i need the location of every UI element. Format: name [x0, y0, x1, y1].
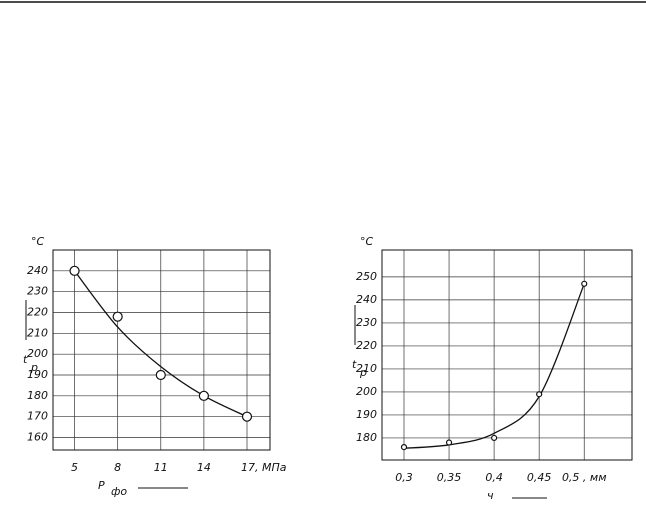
data-point	[491, 434, 498, 442]
x-tick-label: 0,5 , мм	[562, 471, 607, 484]
fit-curve	[403, 283, 585, 449]
x-tick-label: 0,3	[395, 471, 413, 484]
data-point	[581, 280, 588, 287]
data-point	[536, 391, 543, 398]
x-tick-label: 5	[71, 461, 78, 474]
data-point	[69, 265, 80, 276]
y-tick-label: 180	[356, 431, 377, 444]
y-tick-label: 190	[27, 368, 48, 381]
y-tick-label: 180	[27, 389, 48, 402]
data-point	[155, 369, 166, 381]
y-tick-label: 200	[27, 347, 48, 360]
y-tick-label: 240	[27, 264, 48, 277]
data-point	[112, 311, 123, 322]
y-axis-label-sub: р	[30, 361, 38, 374]
y-tick-label: 190	[356, 408, 377, 421]
x-tick-label: 8	[114, 461, 121, 474]
y-tick-label: 230	[27, 285, 48, 298]
x-tick-label: 0,35	[437, 471, 462, 484]
y-axis-label: t	[23, 353, 28, 366]
data-point	[445, 439, 453, 446]
y-tick-label: 170	[27, 410, 48, 423]
x-tick-label: 17, МПа	[241, 461, 287, 474]
data-point	[198, 390, 209, 401]
x-tick-label: 0,45	[527, 471, 552, 484]
x-tick-label: 0,4	[485, 471, 503, 484]
y-tick-label: 160	[27, 431, 48, 444]
plot-frame	[381, 249, 633, 461]
y-tick-label: 230	[356, 316, 377, 329]
y-unit: °С	[360, 235, 374, 248]
y-tick-label: 200	[356, 385, 377, 398]
data-point	[400, 444, 408, 451]
x-axis-label: ч	[487, 489, 494, 502]
y-tick-label: 210	[356, 362, 377, 375]
plot-frame	[52, 249, 271, 451]
y-tick-label: 220	[27, 306, 48, 319]
y-axis-label-sub: р	[359, 366, 367, 379]
x-axis-label: P	[98, 479, 105, 492]
y-tick-label: 220	[356, 339, 377, 352]
y-tick-label: 250	[356, 270, 377, 283]
x-axis-label-sub: фо	[111, 485, 127, 498]
x-tick-label: 11	[154, 461, 168, 474]
y-unit: °С	[31, 235, 45, 248]
y-tick-label: 240	[356, 293, 377, 306]
data-point	[241, 411, 253, 422]
y-tick-label: 210	[27, 326, 48, 339]
fit-curve	[74, 270, 248, 418]
x-tick-label: 14	[197, 461, 211, 474]
y-axis-label: t	[352, 358, 357, 371]
